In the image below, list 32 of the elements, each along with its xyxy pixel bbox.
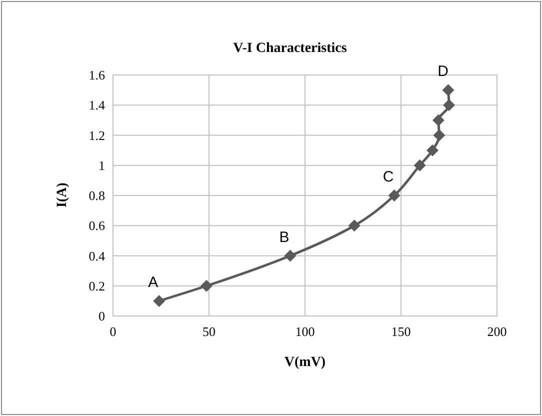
annotation: D xyxy=(438,63,449,80)
y-tick-label: 0.4 xyxy=(88,248,106,264)
x-tick-label: 150 xyxy=(391,324,411,339)
x-axis-title: V(mV) xyxy=(284,355,326,370)
point xyxy=(388,190,400,202)
x-tick-label: 100 xyxy=(295,324,315,339)
y-axis-title: I(A) xyxy=(55,182,70,208)
annotation: B xyxy=(279,228,290,246)
y-tick-label: 1.6 xyxy=(88,68,106,83)
chart-title: V-I Characteristics xyxy=(233,41,348,56)
y-tick-label: 0.8 xyxy=(88,188,105,204)
x-tick-label: 200 xyxy=(487,324,507,339)
point xyxy=(284,250,296,262)
y-tick-label: 1.4 xyxy=(88,98,106,113)
point xyxy=(414,159,426,172)
y-tick-label: 0.6 xyxy=(88,218,106,234)
y-tick-label: 1 xyxy=(98,158,105,173)
point xyxy=(432,114,444,126)
point xyxy=(442,84,454,96)
y-tick-label: 1.2 xyxy=(88,128,105,143)
point xyxy=(426,144,438,156)
y-tick-label: 0 xyxy=(98,308,105,324)
point xyxy=(443,99,455,112)
point xyxy=(433,129,446,142)
point xyxy=(348,220,360,232)
point xyxy=(200,280,213,292)
point xyxy=(153,294,166,307)
annotation: C xyxy=(382,168,394,186)
y-tick-label: 0.2 xyxy=(88,278,105,294)
x-tick-label: 50 xyxy=(202,324,216,339)
annotation: A xyxy=(148,274,158,291)
x-tick-label: 0 xyxy=(110,324,116,339)
